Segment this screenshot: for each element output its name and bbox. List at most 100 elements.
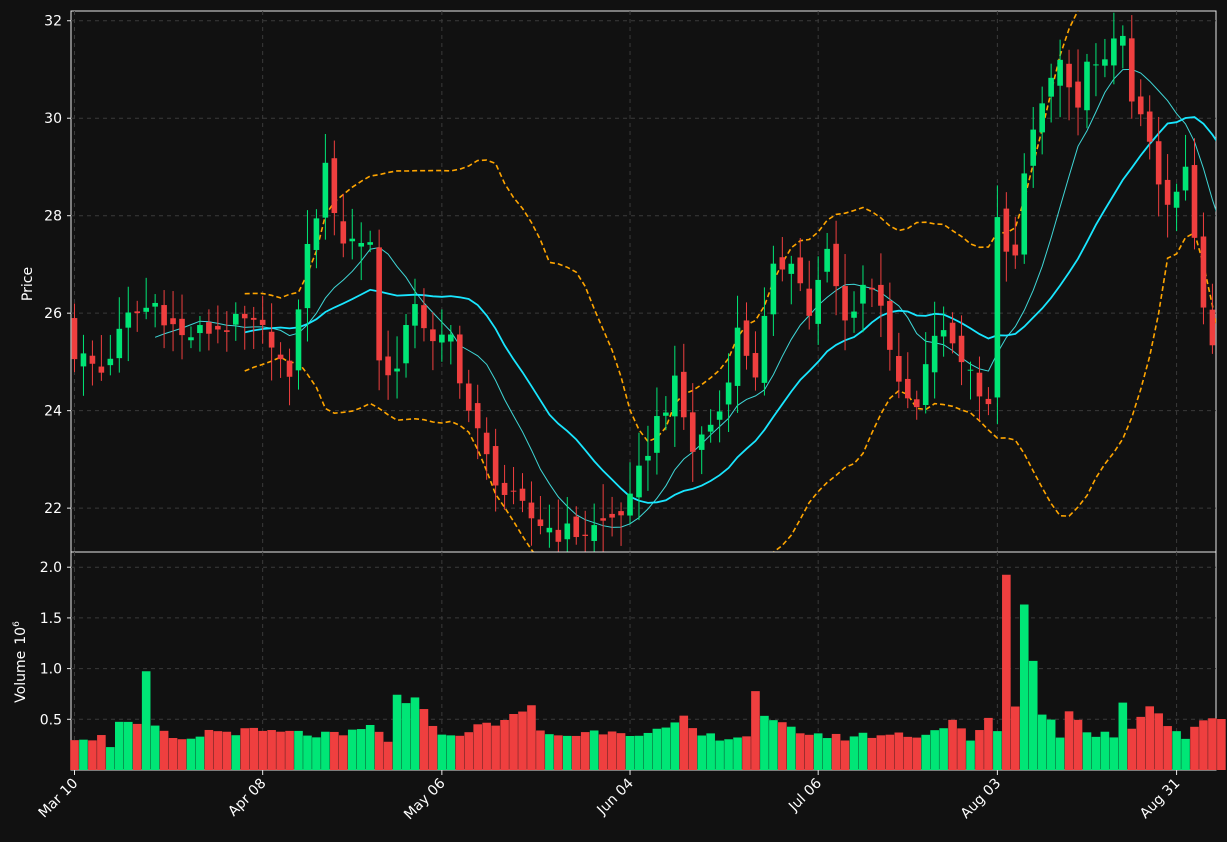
candle-body [421, 305, 427, 329]
candle-body [636, 465, 642, 498]
candle-body [170, 318, 176, 325]
volume-bar [464, 732, 474, 770]
volume-bar [1181, 738, 1190, 770]
volume-y-axis: 0.5 1.0 1.5 2.0 [40, 560, 71, 728]
candle-body [1030, 129, 1037, 166]
candle-body [618, 511, 624, 516]
candle-body [716, 411, 723, 420]
volume-bar [643, 732, 653, 770]
volume-bar [724, 739, 733, 770]
volume-bar [303, 735, 312, 770]
volume-bars [70, 574, 1226, 770]
volume-bar [1037, 714, 1047, 770]
candle-body [125, 312, 132, 328]
candle-body [206, 322, 212, 334]
volume-bar [571, 735, 581, 770]
volume-bar [688, 728, 698, 770]
ma-long-line [244, 116, 1216, 504]
candle-body [313, 218, 320, 250]
candle-body [456, 334, 463, 384]
volume-y-tick-label: 1.5 [40, 611, 62, 627]
candle-body [1093, 64, 1099, 66]
candle-body [340, 221, 347, 244]
candle-body [295, 309, 302, 371]
candle-body [259, 319, 266, 325]
volume-bar [840, 740, 850, 770]
volume-bar [294, 730, 303, 770]
volume-bar [1127, 728, 1137, 770]
volume-bar [598, 734, 608, 770]
volume-bar [231, 735, 241, 770]
volume-y-label-exponent: 6 [12, 621, 22, 627]
volume-bar [1217, 718, 1226, 770]
volume-bar [527, 705, 536, 770]
volume-bar [339, 735, 348, 770]
bollinger-lower-line [244, 231, 1216, 552]
volume-bar [249, 727, 258, 770]
price-y-tick-label: 24 [44, 404, 62, 420]
volume-bar [168, 738, 178, 770]
candle-body [1066, 63, 1072, 88]
volume-bar [589, 730, 599, 770]
volume-bar [1190, 726, 1199, 770]
candle-body [860, 284, 866, 304]
candle-body [689, 412, 696, 452]
volume-bar [177, 739, 187, 770]
candle-body [833, 243, 839, 287]
volume-bar [984, 717, 993, 770]
candle-body [439, 334, 445, 343]
volume-bar [321, 731, 330, 770]
volume-bar [1172, 731, 1181, 770]
candle-body [824, 248, 830, 272]
volume-bar [374, 731, 384, 770]
price-y-tick-label: 22 [44, 501, 62, 517]
candle-body [116, 328, 123, 359]
volume-bar [1082, 732, 1092, 770]
volume-bar [1163, 726, 1172, 770]
volume-bar [213, 731, 223, 770]
price-y-tick-label: 30 [44, 111, 62, 127]
candle-body [672, 375, 678, 417]
candle-body [376, 247, 382, 361]
volume-bar [491, 725, 500, 770]
candle-body [1111, 38, 1117, 66]
volume-bar [1100, 731, 1110, 770]
candle-body [922, 364, 929, 405]
candle-body [232, 313, 239, 325]
volume-bar [921, 734, 930, 770]
candle-body [869, 287, 875, 290]
candle-body [958, 335, 965, 363]
volume-bar [428, 725, 438, 770]
volume-bar [545, 734, 554, 770]
candle-body [277, 354, 284, 360]
volume-bar [1091, 736, 1101, 770]
price-y-tick-label: 26 [44, 306, 62, 322]
volume-y-label-text: Volume [13, 651, 29, 703]
volume-bar [500, 719, 509, 770]
volume-y-tick-label: 0.5 [40, 712, 62, 728]
volume-bar [733, 737, 742, 770]
volume-bar [966, 740, 975, 770]
volume-bar [1208, 718, 1217, 770]
volume-bar [97, 735, 106, 770]
candle-body [564, 523, 571, 540]
volume-bar [1011, 706, 1020, 770]
volume-bar [276, 731, 285, 770]
volume-y-tick-label: 2.0 [40, 560, 62, 576]
volume-bar [401, 703, 411, 770]
candle-body [1003, 208, 1010, 252]
volume-bar [607, 731, 617, 770]
volume-bar [939, 728, 948, 770]
candle-body [98, 366, 105, 373]
candle-body [89, 355, 96, 364]
volume-bar [795, 733, 805, 770]
volume-bar [849, 736, 859, 770]
candlesticks [71, 12, 1216, 552]
volume-bar [536, 730, 545, 770]
candle-body [1137, 96, 1144, 115]
candle-body [519, 488, 526, 501]
candle-body [1164, 179, 1171, 205]
candle-body [940, 330, 947, 337]
volume-bar [975, 730, 984, 770]
candle-body [179, 318, 185, 336]
